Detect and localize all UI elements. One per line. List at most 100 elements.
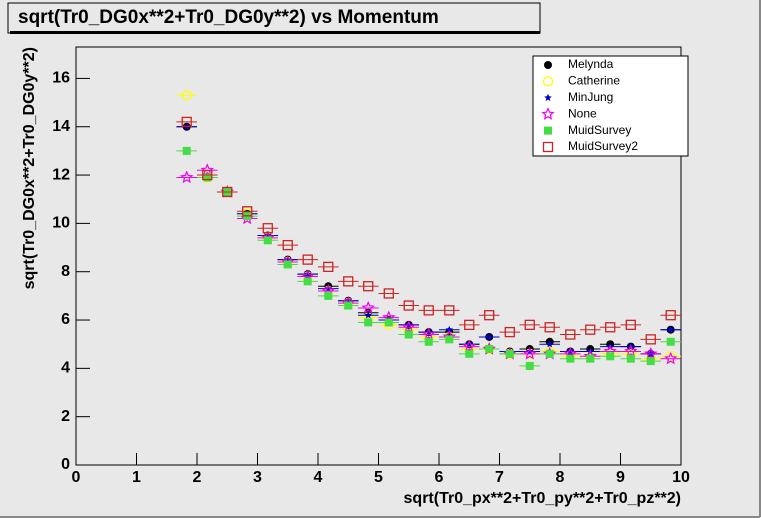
y-tick-label: 4 [61,360,70,377]
point [545,349,554,358]
point [323,261,334,273]
point [283,260,292,269]
point [324,284,333,292]
point [202,169,213,181]
point [566,347,575,355]
y-tick-label: 14 [52,118,70,135]
point [465,349,474,358]
point [544,322,555,333]
point [179,170,194,184]
point [361,300,375,314]
legend-label: MuidSurvey [568,123,631,137]
point [302,254,313,265]
legend-marker [544,61,552,69]
y-tick-label: 0 [61,456,70,473]
legend-label: Catherine [568,74,620,88]
legend-label: Melynda [568,57,614,71]
point [505,349,514,358]
legend-label: MuidSurvey2 [568,139,638,153]
point [665,310,676,321]
point [524,319,535,331]
point [626,354,635,363]
point [605,322,616,333]
point [606,352,615,361]
point [625,319,636,331]
point [344,301,353,310]
x-tick-label: 5 [374,469,383,486]
x-tick-label: 1 [132,469,141,486]
point [364,318,373,327]
y-tick-label: 8 [61,263,70,280]
point [423,305,434,316]
point [303,277,312,286]
legend-marker [544,126,552,135]
point [643,346,658,360]
point [585,324,596,335]
point [485,345,494,354]
point [485,332,493,341]
point [404,330,413,339]
chart-title: sqrt(Tr0_DG0x**2+Tr0_DG0y**2) vs Momentu… [18,7,439,28]
point [465,340,474,348]
point [182,146,191,155]
x-tick-label: 3 [253,469,262,486]
point [222,186,233,198]
point [586,354,595,363]
point [504,326,515,338]
point [181,90,192,101]
point [181,116,192,128]
x-tick-label: 4 [314,469,323,486]
point [624,344,638,358]
x-tick-label: 10 [672,469,690,486]
legend-marker [542,76,554,87]
point [282,239,293,251]
x-tick-label: 0 [72,469,81,486]
point [363,281,374,292]
y-tick-label: 10 [52,215,70,232]
point [403,300,414,311]
x-tick-label: 8 [556,469,565,486]
y-axis-label: sqrt(Tr0_DG0x**2+Tr0_DG0y**2) [21,47,38,289]
x-tick-label: 6 [435,469,444,486]
point [203,173,212,182]
legend-marker [544,93,552,101]
point [424,328,433,336]
x-axis-label: sqrt(Tr0_px**2+Tr0_py**2+Tr0_pz**2) [404,490,681,507]
point [343,276,354,287]
legend-label: None [568,106,597,120]
point [200,163,214,176]
x-tick-label: 7 [495,469,504,486]
x-tick-label: 2 [193,469,202,486]
point [445,335,454,344]
point [545,340,554,348]
point [324,291,333,300]
point [666,325,675,333]
point [646,357,655,366]
point [383,288,394,299]
point [424,337,433,346]
point [401,320,416,333]
point [462,339,476,353]
point [263,236,272,245]
point [262,223,273,234]
point [525,361,534,370]
point [525,347,534,355]
legend-marker [541,107,555,120]
legend [532,55,689,157]
point [566,354,575,363]
point [565,329,576,340]
point [242,206,253,217]
point [422,327,436,341]
point [364,311,372,319]
title-shadow [10,31,540,34]
legend-marker [542,141,554,153]
point [445,325,454,333]
point [384,318,393,327]
point [444,305,455,316]
y-tick-label: 6 [61,311,70,328]
y-tick-label: 16 [52,70,70,87]
point [484,310,495,321]
point [666,337,675,346]
x-tick-label: 9 [616,469,625,486]
point [664,351,678,365]
